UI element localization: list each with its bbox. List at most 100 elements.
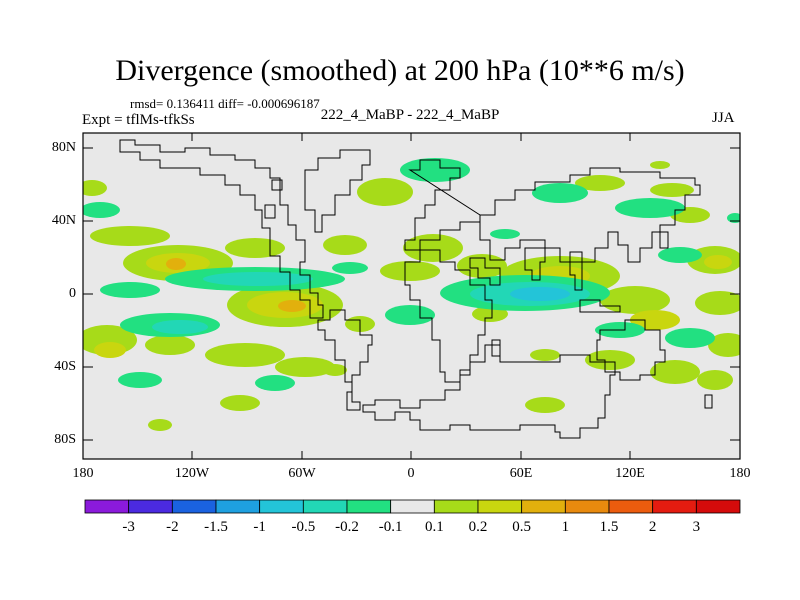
- africa-outline: [404, 249, 493, 383]
- europe-outline: [404, 159, 481, 251]
- contour-region: [205, 343, 285, 367]
- colorbar-swatch: [259, 499, 304, 514]
- contour-region: [650, 161, 670, 169]
- positive-divergence-areas: [83, 161, 740, 431]
- colorbar-swatch: [521, 499, 566, 514]
- colorbar-swatch: [652, 499, 697, 514]
- contour-region: [225, 238, 285, 258]
- colorbar-label: 2: [648, 519, 657, 535]
- y-tick-80s: 80S: [54, 432, 76, 447]
- y-tick-40s: 40S: [54, 359, 76, 374]
- canadian-island-1: [271, 179, 283, 191]
- colorbar-label: 1.5: [599, 519, 619, 535]
- colorbar-swatch: [346, 499, 392, 514]
- contour-region: [708, 333, 740, 357]
- colorbar-swatch: [477, 499, 523, 514]
- contour-region: [532, 183, 588, 203]
- colorbar-label: -1.5: [204, 519, 228, 535]
- contour-region: [665, 328, 715, 348]
- x-tick-180e: 180: [729, 466, 751, 481]
- india-outline: [524, 247, 546, 281]
- colorbar-swatch: [215, 499, 261, 514]
- contour-region: [90, 226, 170, 246]
- contour-region: [585, 350, 635, 370]
- y-tick-80n: 80N: [51, 140, 76, 155]
- contour-region: [357, 178, 413, 206]
- divergence-field: [83, 158, 740, 431]
- contour-region: [727, 213, 740, 223]
- contour-region: [275, 357, 335, 377]
- contour-region: [118, 372, 162, 388]
- contour-region: [152, 320, 208, 334]
- antarctica-outline: [362, 344, 616, 439]
- y-tick-40n: 40N: [51, 213, 76, 228]
- colorbar-label: 3: [692, 519, 701, 535]
- coastlines: [119, 139, 713, 439]
- contour-region: [323, 235, 367, 255]
- x-tick-120w: 120W: [174, 466, 210, 481]
- colorbar-label: -1: [253, 519, 266, 535]
- contour-region: [203, 272, 313, 286]
- southeast-asia-outline: [569, 261, 583, 291]
- x-tick-60w: 60W: [288, 466, 316, 481]
- colorbar-label: -0.1: [378, 519, 403, 535]
- contour-region: [332, 262, 368, 274]
- x-tick-0: 0: [407, 466, 415, 481]
- contour-region: [400, 158, 470, 182]
- contour-region: [145, 335, 195, 355]
- contour-region: [220, 395, 260, 411]
- contour-region: [490, 229, 520, 239]
- season-label: JJA: [712, 110, 735, 126]
- south-america-outline: [317, 309, 373, 411]
- contour-region: [403, 234, 463, 262]
- contour-region: [385, 305, 435, 325]
- colorbar-label: -2: [166, 519, 179, 535]
- contour-region: [380, 261, 440, 281]
- contour-region: [94, 342, 126, 358]
- negative-divergence-areas: [83, 158, 740, 391]
- colorbar-swatch: [171, 499, 217, 514]
- tick-marks: [83, 133, 740, 459]
- contour-region: [615, 198, 685, 218]
- contour-region: [255, 375, 295, 391]
- contour-region: [148, 419, 172, 431]
- x-tick-120e: 120E: [615, 466, 645, 481]
- colorbar-swatch: [433, 499, 479, 514]
- colorbar-label: -0.2: [335, 519, 359, 535]
- colorbar-label: 1: [561, 519, 570, 535]
- greenland-outline: [304, 149, 371, 233]
- x-tick-60e: 60E: [509, 466, 533, 481]
- contour-region: [575, 175, 625, 191]
- contour-region: [278, 300, 306, 312]
- indonesia-outline: [579, 299, 621, 313]
- contour-region: [600, 286, 670, 314]
- colorbar-label: -3: [122, 519, 135, 535]
- contour-region: [323, 364, 347, 376]
- y-tick-0: 0: [69, 286, 76, 301]
- australia-outline: [596, 319, 666, 381]
- contour-region: [525, 397, 565, 413]
- colorbar-label: 0.1: [424, 519, 444, 535]
- stats-label: rmsd= 0.136411 diff= -0.000696187: [130, 96, 320, 111]
- contour-region: [530, 349, 560, 361]
- colorbar-swatch: [390, 499, 435, 514]
- colorbar-swatch: [564, 499, 610, 514]
- colorbar-swatch: [302, 499, 348, 514]
- contour-region: [650, 183, 694, 197]
- contour-region: [166, 258, 186, 270]
- arabia-outline: [469, 257, 501, 286]
- colorbar-label: -0.5: [291, 519, 316, 535]
- case-label: 222_4_MaBP - 222_4_MaBP: [320, 107, 500, 123]
- contour-region: [83, 202, 120, 218]
- figure-title: Divergence (smoothed) at 200 hPa (10**6 …: [115, 54, 685, 87]
- colorbar: [84, 499, 741, 514]
- colorbar-label: 0.5: [512, 519, 532, 535]
- colorbar-swatch: [608, 499, 654, 514]
- japan-outline: [659, 231, 669, 249]
- colorbar-swatch: [84, 499, 130, 514]
- contour-region: [650, 360, 700, 384]
- new-zealand-outline: [704, 394, 713, 409]
- contour-region: [83, 180, 107, 196]
- contour-region: [695, 291, 740, 315]
